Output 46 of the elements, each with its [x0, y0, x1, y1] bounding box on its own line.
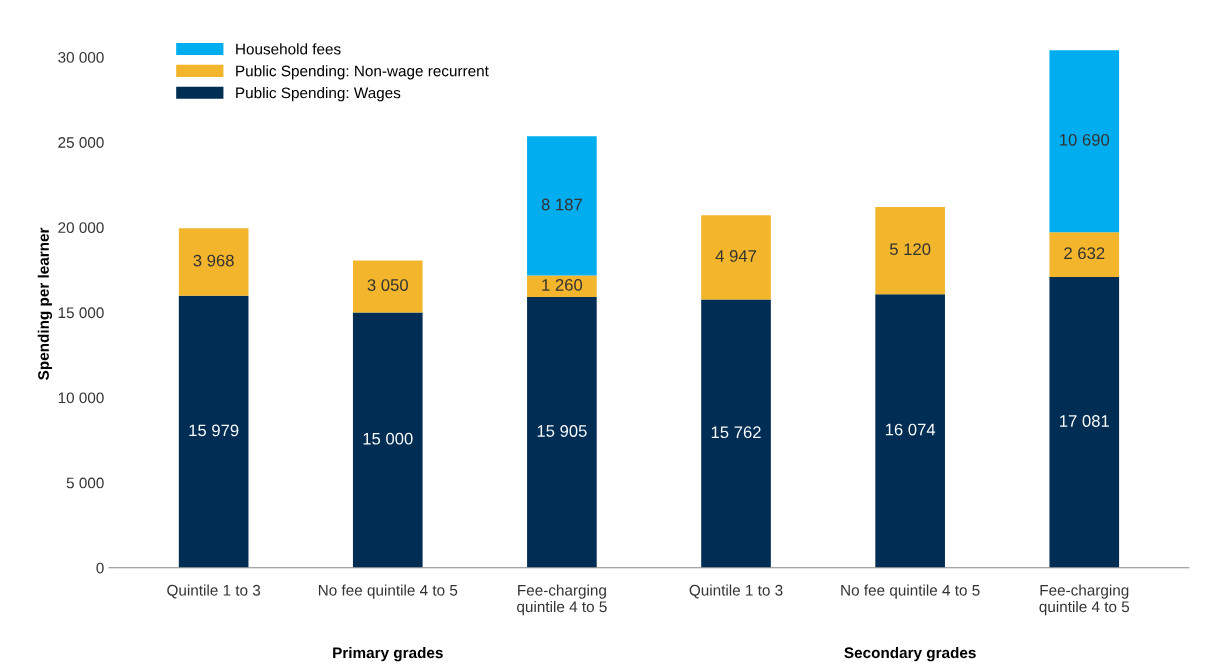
data-label: 5 120: [889, 243, 931, 256]
data-label: 8 187: [541, 198, 582, 211]
text: Primary grades: [333, 646, 443, 662]
x-tick-label: Quintile 1 to 3: [167, 584, 261, 599]
y-tick-label: 5 000: [66, 477, 104, 489]
data-label: 3 968: [193, 254, 234, 267]
x-tick-label: Fee-charging quintile 4 to 5: [517, 584, 607, 616]
data-label: 15 905: [537, 425, 587, 437]
legend-label: Public Spending: Wages: [236, 87, 401, 102]
y-tick-label: 30 000: [58, 51, 104, 63]
data-label: 16 074: [885, 423, 936, 436]
bar: [875, 294, 945, 568]
bar: [178, 228, 249, 296]
x-tick-label: No fee quintile 4 to 5: [318, 584, 458, 599]
data-label: 17 081: [1060, 415, 1109, 427]
bar: [527, 136, 597, 276]
legend-label: Public Spending: Non-wage recurrent: [236, 65, 489, 80]
bar: [1049, 232, 1120, 278]
data-label: 1 260: [542, 278, 583, 291]
bar: [875, 207, 945, 295]
bar: [352, 260, 423, 313]
bar: [701, 215, 771, 300]
bar: [352, 312, 423, 568]
bar: [178, 295, 249, 568]
data-label: 15 000: [363, 432, 413, 445]
bar: [527, 297, 597, 568]
y-tick-label: 0: [96, 562, 104, 574]
x-tick-label: Quintile 1 to 3: [689, 584, 783, 599]
x-tick-label: Fee-charging quintile 4 to 5: [1039, 584, 1130, 616]
bar: [1049, 50, 1120, 233]
bar: [1049, 277, 1120, 568]
y-tick-label: 20 000: [58, 222, 104, 234]
bar: [701, 299, 771, 568]
y-tick-label: 25 000: [58, 137, 104, 148]
data-label: 15 979: [189, 424, 239, 437]
data-label: 4 947: [715, 250, 757, 262]
y-tick-label: 10 000: [58, 392, 104, 404]
x-tick-label: No fee quintile 4 to 5: [841, 584, 980, 599]
y-tick-label: 15 000: [58, 307, 104, 319]
legend-label: Household fees: [236, 43, 341, 55]
y-axis-title: Spending per learner: [37, 227, 53, 380]
data-label: 15 762: [711, 426, 761, 439]
data-label: 10 690: [1060, 133, 1110, 146]
data-label: 3 050: [367, 279, 408, 291]
text: Secondary grades: [844, 646, 976, 662]
data-label: 2 632: [1064, 247, 1105, 260]
